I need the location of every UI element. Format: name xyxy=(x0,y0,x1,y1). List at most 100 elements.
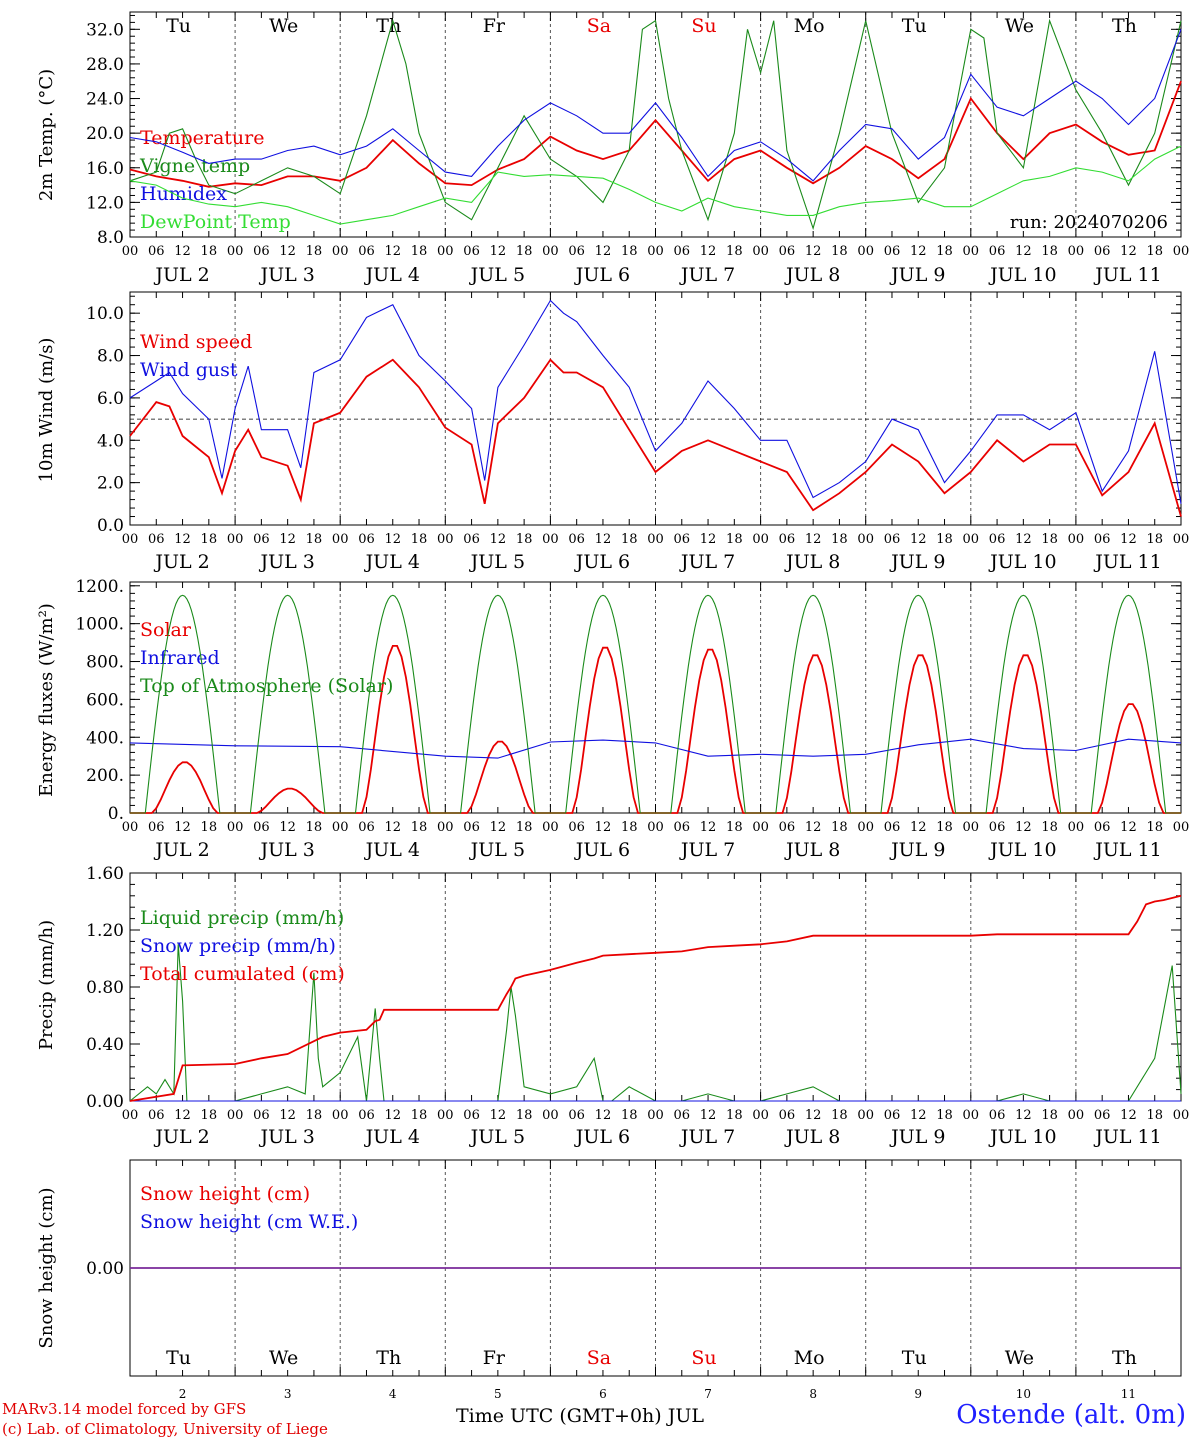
hour-tick-label: 00 xyxy=(963,532,980,547)
hour-tick-label: 06 xyxy=(884,1108,901,1123)
hour-tick-label: 12 xyxy=(1015,1108,1032,1123)
hour-tick-label: 06 xyxy=(148,244,165,259)
hour-tick-label: 18 xyxy=(201,820,218,835)
legend-entry: Temperature xyxy=(140,127,264,149)
hour-tick-label: 12 xyxy=(1015,820,1032,835)
weekday-label: Th xyxy=(1112,15,1137,37)
y-axis-label: Energy fluxes (W/m²) xyxy=(36,603,57,797)
hour-tick-label: 18 xyxy=(1041,244,1058,259)
hour-tick-label: 12 xyxy=(910,1108,927,1123)
hour-tick-label: 18 xyxy=(306,532,323,547)
hour-tick-label: 18 xyxy=(411,820,428,835)
hour-tick-label: 12 xyxy=(700,820,717,835)
weekday-label: We xyxy=(1005,15,1034,37)
weekday-label: Mo xyxy=(794,1347,825,1369)
day-number: 5 xyxy=(494,1387,502,1401)
hour-tick-label: 12 xyxy=(279,244,296,259)
hour-tick-label: 06 xyxy=(779,1108,796,1123)
hour-tick-label: 00 xyxy=(437,820,454,835)
hour-tick-label: 00 xyxy=(647,820,664,835)
date-label: JUL 11 xyxy=(1093,1126,1161,1148)
weekday-label: Th xyxy=(376,1347,401,1369)
date-label: JUL 4 xyxy=(364,264,420,286)
hour-tick-label: 06 xyxy=(253,532,270,547)
legend-entry: Solar xyxy=(140,619,192,641)
hour-tick-label: 18 xyxy=(201,1108,218,1123)
panel-3: 00 06 12 18 00 06 12 18 00 06 12 18 00 06 12 18 00 06 12 18… xyxy=(36,577,1189,861)
panel-1: 00 06 12 18 00 06 12 18 00 06 12 18 00 06 12 18 00 06 12 18… xyxy=(36,11,1189,286)
hour-tick-label: 18 xyxy=(726,820,743,835)
date-label: JUL 11 xyxy=(1093,839,1161,861)
hour-tick-label: 18 xyxy=(411,244,428,259)
date-label: JUL 8 xyxy=(784,839,840,861)
hour-tick-label: 00 xyxy=(857,1108,874,1123)
hour-tick-label: 00 xyxy=(437,1108,454,1123)
hour-tick-label: 06 xyxy=(568,1108,585,1123)
panel-4: 00 06 12 18 00 06 12 18 00 06 12 18 00 06 12 18 00 06 12 18… xyxy=(36,864,1189,1148)
model-credit: MARv3.14 model forced by GFS xyxy=(2,1400,247,1418)
y-tick-label: 20.0 xyxy=(86,124,124,144)
legend-entry: Total cumulated (cm) xyxy=(140,963,345,985)
hour-tick-label: 00 xyxy=(1173,1108,1190,1123)
date-label: JUL 9 xyxy=(889,264,945,286)
date-label: JUL 9 xyxy=(889,551,945,573)
date-label: JUL 7 xyxy=(679,264,735,286)
hour-tick-label: 06 xyxy=(674,1108,691,1123)
hour-tick-label: 18 xyxy=(831,1108,848,1123)
hour-tick-label: 06 xyxy=(989,244,1006,259)
weekday-label: Tu xyxy=(902,15,927,37)
day-number: 7 xyxy=(704,1387,712,1401)
date-label: JUL 5 xyxy=(469,264,525,286)
hour-tick-label: 06 xyxy=(1094,244,1111,259)
hour-tick-label: 00 xyxy=(227,244,244,259)
hour-tick-label: 18 xyxy=(726,532,743,547)
weekday-label: Sa xyxy=(587,15,611,37)
weekday-label: Tu xyxy=(902,1347,927,1369)
hour-tick-label: 12 xyxy=(700,1108,717,1123)
hour-tick-label: 06 xyxy=(148,820,165,835)
hour-tick-label: 00 xyxy=(227,1108,244,1123)
lab-credit: (c) Lab. of Climatology, University of L… xyxy=(2,1420,328,1438)
y-tick-label: 400. xyxy=(86,728,124,748)
hour-tick-label: 18 xyxy=(516,532,533,547)
hour-tick-label: 06 xyxy=(884,244,901,259)
hour-tick-label: 00 xyxy=(752,820,769,835)
date-label: JUL 2 xyxy=(153,551,209,573)
hour-tick-label: 06 xyxy=(884,532,901,547)
y-axis-label: 10m Wind (m/s) xyxy=(36,338,57,483)
hour-tick-label: 06 xyxy=(989,1108,1006,1123)
hour-tick-label: 06 xyxy=(674,820,691,835)
legend-entry: Humidex xyxy=(140,183,227,205)
hour-tick-label: 18 xyxy=(1146,532,1163,547)
hour-tick-label: 06 xyxy=(1094,820,1111,835)
hour-tick-label: 12 xyxy=(595,532,612,547)
weekday-label: Sa xyxy=(587,1347,611,1369)
hour-tick-label: 00 xyxy=(542,1108,559,1123)
legend-entry: Liquid precip (mm/h) xyxy=(140,907,344,929)
hour-tick-label: 12 xyxy=(805,820,822,835)
date-label: JUL 6 xyxy=(574,839,630,861)
weekday-label: Th xyxy=(376,15,401,37)
hour-tick-label: 12 xyxy=(595,244,612,259)
hour-tick-label: 00 xyxy=(332,820,349,835)
date-label: JUL 11 xyxy=(1093,264,1161,286)
run-label: run: 2024070206 xyxy=(1010,212,1168,233)
hour-tick-label: 06 xyxy=(568,244,585,259)
series-line-4-3 xyxy=(129,894,1182,1102)
hour-tick-label: 12 xyxy=(174,532,191,547)
series-line-1-3 xyxy=(129,29,1182,182)
hour-tick-label: 12 xyxy=(595,1108,612,1123)
hour-tick-label: 12 xyxy=(805,1108,822,1123)
y-tick-label: 0.00 xyxy=(86,1092,124,1112)
hour-tick-label: 00 xyxy=(857,820,874,835)
hour-tick-label: 12 xyxy=(279,1108,296,1123)
date-label: JUL 6 xyxy=(574,264,630,286)
x-axis-title: Time UTC (GMT+0h) JUL xyxy=(456,1405,704,1427)
date-label: JUL 6 xyxy=(574,1126,630,1148)
hour-tick-label: 18 xyxy=(411,1108,428,1123)
hour-tick-label: 12 xyxy=(1120,532,1137,547)
hour-tick-label: 12 xyxy=(700,244,717,259)
hour-tick-label: 12 xyxy=(174,820,191,835)
hour-tick-label: 00 xyxy=(752,244,769,259)
